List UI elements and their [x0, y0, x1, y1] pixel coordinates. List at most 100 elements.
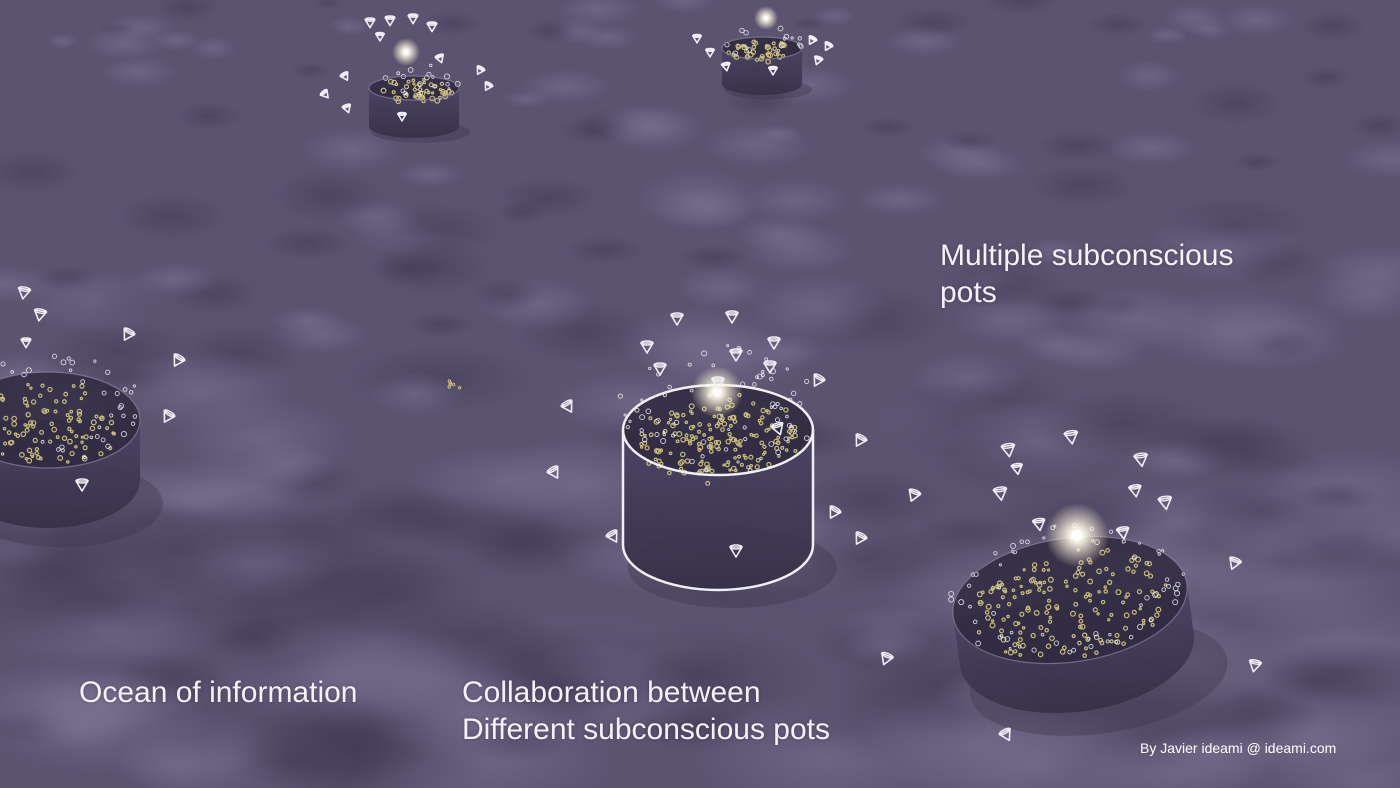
ring-particle-icon [628, 419, 632, 423]
cone-marker-icon [173, 353, 186, 367]
ring-particle-icon [130, 421, 136, 426]
cone-marker-icon [670, 312, 684, 326]
pot-side-outline [621, 430, 815, 592]
ring-particle-icon [396, 71, 401, 76]
cone-marker-icon [692, 33, 702, 44]
ring-particle-icon [69, 359, 76, 366]
ring-particle-icon [40, 439, 45, 444]
ring-particle-icon [648, 366, 652, 370]
ring-particle-icon [60, 448, 65, 453]
ring-particle-icon [968, 604, 972, 609]
ring-particle-icon [747, 349, 752, 355]
ring-particle-icon [775, 449, 781, 456]
ring-particle-icon [114, 390, 120, 397]
ring-particle-icon [785, 414, 789, 419]
ring-particle-icon [66, 356, 71, 361]
pot-opening [0, 372, 140, 468]
cone-marker-icon [855, 433, 868, 447]
glow-light-icon [392, 38, 420, 66]
ring-particle-icon [704, 467, 709, 472]
ring-particle-icon [640, 398, 644, 402]
cone-marker-icon [426, 21, 438, 33]
ring-particle-icon [51, 353, 58, 359]
ring-particle-icon [60, 359, 67, 366]
cone-marker-icon [384, 15, 396, 27]
ring-particle-icon [120, 431, 127, 438]
ring-particle-icon [109, 413, 114, 418]
cone-marker-icon [729, 348, 743, 362]
pot-opening [952, 536, 1188, 664]
cone-marker-icon [992, 486, 1008, 502]
cone-marker-icon [163, 409, 176, 423]
cone-marker-icon [824, 41, 834, 52]
ring-particle-icon [1144, 595, 1150, 601]
ring-particle-icon [774, 417, 781, 423]
pot-body [369, 88, 459, 138]
cone-marker-icon [17, 286, 32, 300]
ring-particle-icon [100, 437, 106, 443]
ring-particle-icon [783, 33, 790, 40]
ring-particle-icon [121, 413, 126, 418]
cone-marker-icon [1133, 452, 1148, 468]
cone-marker-icon [1031, 517, 1046, 532]
ring-particle-icon [760, 369, 765, 374]
cone-marker-icon [123, 327, 136, 341]
ring-particle-icon [993, 551, 998, 556]
cone-marker-icon [725, 310, 739, 324]
ring-particle-icon [779, 406, 783, 411]
ring-particle-icon [97, 425, 102, 430]
pot-main-center [546, 310, 868, 608]
ring-particle-icon [89, 435, 94, 440]
ring-particle-icon [645, 408, 652, 415]
ring-particle-icon [128, 390, 134, 395]
ring-particle-icon [1009, 630, 1014, 635]
ring-particle-icon [752, 382, 757, 387]
cone-marker-icon [1128, 484, 1142, 498]
cone-marker-icon [808, 35, 818, 46]
ring-particle-icon [948, 590, 954, 597]
ring-particle-icon [1152, 592, 1158, 598]
ring-particle-icon [634, 407, 640, 413]
ring-particle-icon [1121, 539, 1126, 544]
cone-marker-icon [720, 61, 731, 72]
ring-particle-icon [746, 465, 751, 470]
ring-particle-icon [0, 361, 6, 367]
ring-particle-icon [625, 424, 630, 430]
ring-particle-icon [759, 456, 763, 460]
cone-marker-icon [767, 336, 781, 350]
ring-particle-icon [1172, 599, 1179, 606]
cone-marker-icon [375, 31, 385, 42]
ring-particle-icon [1161, 587, 1167, 592]
ring-particle-icon [700, 454, 705, 459]
ring-particle-icon [723, 447, 729, 452]
ring-particle-icon [997, 635, 1003, 640]
ring-particle-icon [641, 436, 648, 443]
ring-particle-icon [726, 344, 730, 348]
ring-particle-icon [445, 82, 450, 87]
cone-marker-icon [829, 505, 842, 519]
cone-marker-icon [75, 478, 89, 492]
cone-marker-icon [705, 47, 715, 58]
cone-marker-icon [813, 55, 824, 66]
glow-light-icon [1045, 503, 1110, 568]
cone-marker-icon [813, 373, 826, 387]
ring-particle-icon [793, 429, 798, 433]
ring-particle-icon [122, 387, 128, 392]
ring-particle-icon [790, 390, 797, 397]
ring-particle-icon [1042, 536, 1046, 540]
ring-particle-icon [1053, 640, 1060, 646]
ring-particle-icon [797, 36, 802, 41]
ring-particle-icon [687, 362, 692, 367]
ring-particle-icon [674, 419, 680, 425]
ring-particle-icon [667, 384, 672, 390]
collaboration-caption-line-2: Different subconscious pots [462, 713, 830, 746]
cone-marker-icon [33, 308, 48, 322]
ring-particle-icon [447, 87, 451, 91]
ring-particle-icon [639, 428, 644, 433]
ring-particle-icon [772, 404, 778, 410]
ring-particle-icon [660, 438, 667, 445]
cone-marker-icon [1248, 658, 1263, 673]
ring-particle-icon [1071, 647, 1077, 653]
ring-particle-icon [997, 585, 1001, 590]
ring-particle-icon [948, 596, 955, 603]
